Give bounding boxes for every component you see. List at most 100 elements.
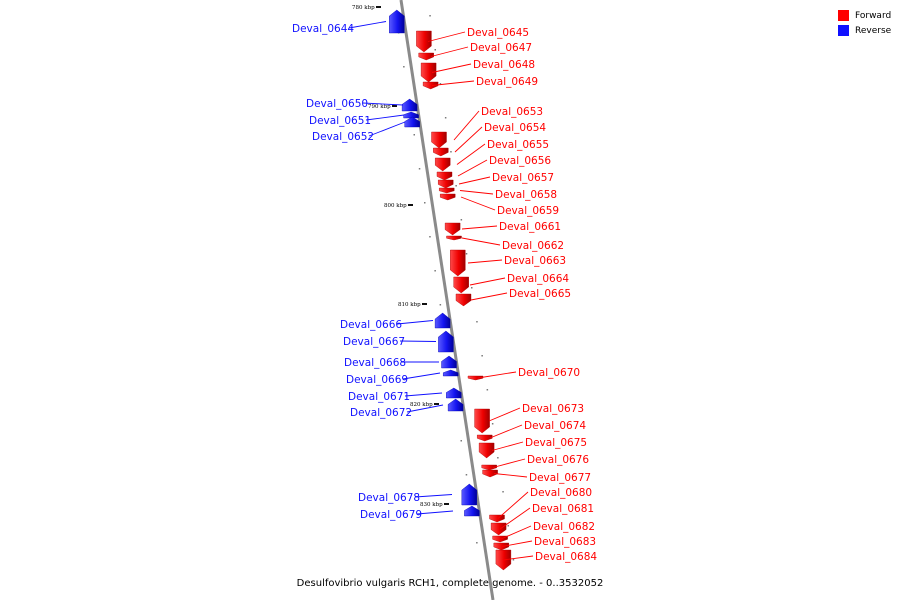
reverse-gene-arrow[interactable] <box>389 9 405 34</box>
forward-gene-arrow[interactable] <box>450 249 466 277</box>
gene-label[interactable]: Deval_0669 <box>346 374 408 386</box>
gene-label[interactable]: Deval_0659 <box>497 205 559 217</box>
gene-label[interactable]: Deval_0654 <box>484 122 546 134</box>
gene-label[interactable]: Deval_0649 <box>476 76 538 88</box>
gene-deval-0681[interactable]: Deval_0681 <box>490 503 594 536</box>
gene-deval-0661[interactable]: Deval_0661 <box>444 221 561 236</box>
reverse-gene-arrow[interactable] <box>447 398 464 412</box>
gene-label[interactable]: Deval_0670 <box>518 367 580 379</box>
forward-gene-arrow[interactable] <box>481 464 497 471</box>
gene-label[interactable]: Deval_0647 <box>470 42 532 54</box>
gene-deval-0645[interactable]: Deval_0645 <box>416 27 529 53</box>
gene-deval-0666[interactable]: Deval_0666 <box>340 312 451 331</box>
gene-label[interactable]: Deval_0672 <box>350 407 412 419</box>
gene-deval-0675[interactable]: Deval_0675 <box>478 437 587 459</box>
gene-label[interactable]: Deval_0655 <box>487 139 549 151</box>
gene-deval-0649[interactable]: Deval_0649 <box>422 76 538 90</box>
forward-gene-arrow[interactable] <box>478 442 495 459</box>
forward-gene-arrow[interactable] <box>446 235 462 241</box>
gene-deval-0657[interactable]: Deval_0657 <box>438 172 554 189</box>
gene-label[interactable]: Deval_0662 <box>502 240 564 252</box>
gene-deval-0665[interactable]: Deval_0665 <box>455 288 571 307</box>
gene-deval-0677[interactable]: Deval_0677 <box>482 469 591 484</box>
gene-deval-0668[interactable]: Deval_0668 <box>344 355 457 369</box>
gene-deval-0651[interactable]: Deval_0651 <box>309 111 419 127</box>
gene-label[interactable]: Deval_0671 <box>348 391 410 403</box>
forward-gene-arrow[interactable] <box>455 293 472 307</box>
gene-label[interactable]: Deval_0675 <box>525 437 587 449</box>
gene-label[interactable]: Deval_0682 <box>533 521 595 533</box>
gene-label[interactable]: Deval_0666 <box>340 319 402 331</box>
reverse-gene-arrow[interactable] <box>434 312 451 329</box>
gene-label[interactable]: Deval_0657 <box>492 172 554 184</box>
forward-gene-arrow[interactable] <box>431 131 447 149</box>
gene-deval-0680[interactable]: Deval_0680 <box>489 487 593 523</box>
forward-gene-arrow[interactable] <box>477 434 493 442</box>
forward-gene-arrow[interactable] <box>489 514 505 523</box>
forward-gene-arrow[interactable] <box>420 62 437 83</box>
forward-gene-arrow[interactable] <box>422 81 439 90</box>
gene-label[interactable]: Deval_0677 <box>529 472 591 484</box>
forward-gene-arrow[interactable] <box>438 179 454 189</box>
gene-deval-0674[interactable]: Deval_0674 <box>477 420 586 442</box>
reverse-gene-arrow[interactable] <box>441 355 457 369</box>
gene-label[interactable]: Deval_0651 <box>309 115 371 127</box>
gene-deval-0653[interactable]: Deval_0653 <box>431 106 544 149</box>
gene-deval-0672[interactable]: Deval_0672 <box>350 398 464 419</box>
forward-gene-arrow[interactable] <box>474 408 490 434</box>
gene-deval-0644[interactable]: Deval_0644 <box>292 9 405 35</box>
gene-label[interactable]: Deval_0653 <box>481 106 543 118</box>
gene-deval-0654[interactable]: Deval_0654 <box>433 122 546 157</box>
gene-deval-0655[interactable]: Deval_0655 <box>435 139 549 172</box>
gene-deval-0662[interactable]: Deval_0662 <box>446 235 565 252</box>
forward-gene-arrow[interactable] <box>439 187 455 194</box>
forward-gene-arrow[interactable] <box>482 469 498 478</box>
gene-label[interactable]: Deval_0684 <box>535 551 597 563</box>
forward-gene-arrow[interactable] <box>453 276 469 294</box>
gene-label[interactable]: Deval_0673 <box>522 403 584 415</box>
gene-label[interactable]: Deval_0645 <box>467 27 529 39</box>
forward-gene-arrow[interactable] <box>440 193 456 201</box>
reverse-gene-arrow[interactable] <box>443 369 459 377</box>
gene-label[interactable]: Deval_0656 <box>489 155 551 167</box>
gene-label[interactable]: Deval_0680 <box>530 487 592 499</box>
forward-gene-arrow[interactable] <box>416 30 432 53</box>
gene-label[interactable]: Deval_0668 <box>344 357 406 369</box>
gene-deval-0682[interactable]: Deval_0682 <box>492 521 595 543</box>
gene-label[interactable]: Deval_0663 <box>504 255 566 267</box>
gene-deval-0683[interactable]: Deval_0683 <box>493 536 596 551</box>
gene-label[interactable]: Deval_0661 <box>499 221 561 233</box>
gene-deval-0652[interactable]: Deval_0652 <box>312 116 420 143</box>
gene-deval-0647[interactable]: Deval_0647 <box>418 42 532 61</box>
gene-label[interactable]: Deval_0664 <box>507 273 569 285</box>
gene-deval-0669[interactable]: Deval_0669 <box>346 369 459 386</box>
gene-deval-0673[interactable]: Deval_0673 <box>474 403 584 434</box>
gene-deval-0663[interactable]: Deval_0663 <box>450 249 566 277</box>
gene-label[interactable]: Deval_0665 <box>509 288 571 300</box>
gene-deval-0684[interactable]: Deval_0684 <box>495 549 598 571</box>
gene-label[interactable]: Deval_0681 <box>532 503 594 515</box>
gene-label[interactable]: Deval_0667 <box>343 336 405 348</box>
reverse-gene-arrow[interactable] <box>438 330 454 353</box>
gene-label[interactable]: Deval_0674 <box>524 420 586 432</box>
gene-deval-0676[interactable]: Deval_0676 <box>481 454 590 471</box>
gene-deval-0678[interactable]: Deval_0678 <box>358 483 477 506</box>
forward-gene-arrow[interactable] <box>435 157 451 172</box>
reverse-gene-arrow[interactable] <box>403 111 419 119</box>
forward-gene-arrow[interactable] <box>436 171 453 181</box>
gene-deval-0679[interactable]: Deval_0679 <box>360 505 480 521</box>
forward-gene-arrow[interactable] <box>493 542 509 551</box>
gene-label[interactable]: Deval_0658 <box>495 189 557 201</box>
gene-label[interactable]: Deval_0650 <box>306 98 368 110</box>
reverse-gene-arrow[interactable] <box>464 505 480 517</box>
forward-gene-arrow[interactable] <box>433 147 449 157</box>
gene-deval-0648[interactable]: Deval_0648 <box>420 59 535 83</box>
gene-deval-0667[interactable]: Deval_0667 <box>343 330 454 353</box>
gene-deval-0659[interactable]: Deval_0659 <box>440 193 559 217</box>
gene-deval-0650[interactable]: Deval_0650 <box>306 98 418 112</box>
reverse-gene-arrow[interactable] <box>446 387 462 399</box>
gene-label[interactable]: Deval_0648 <box>473 59 535 71</box>
reverse-gene-arrow[interactable] <box>404 116 420 128</box>
gene-label[interactable]: Deval_0683 <box>534 536 596 548</box>
gene-deval-0664[interactable]: Deval_0664 <box>453 273 570 294</box>
